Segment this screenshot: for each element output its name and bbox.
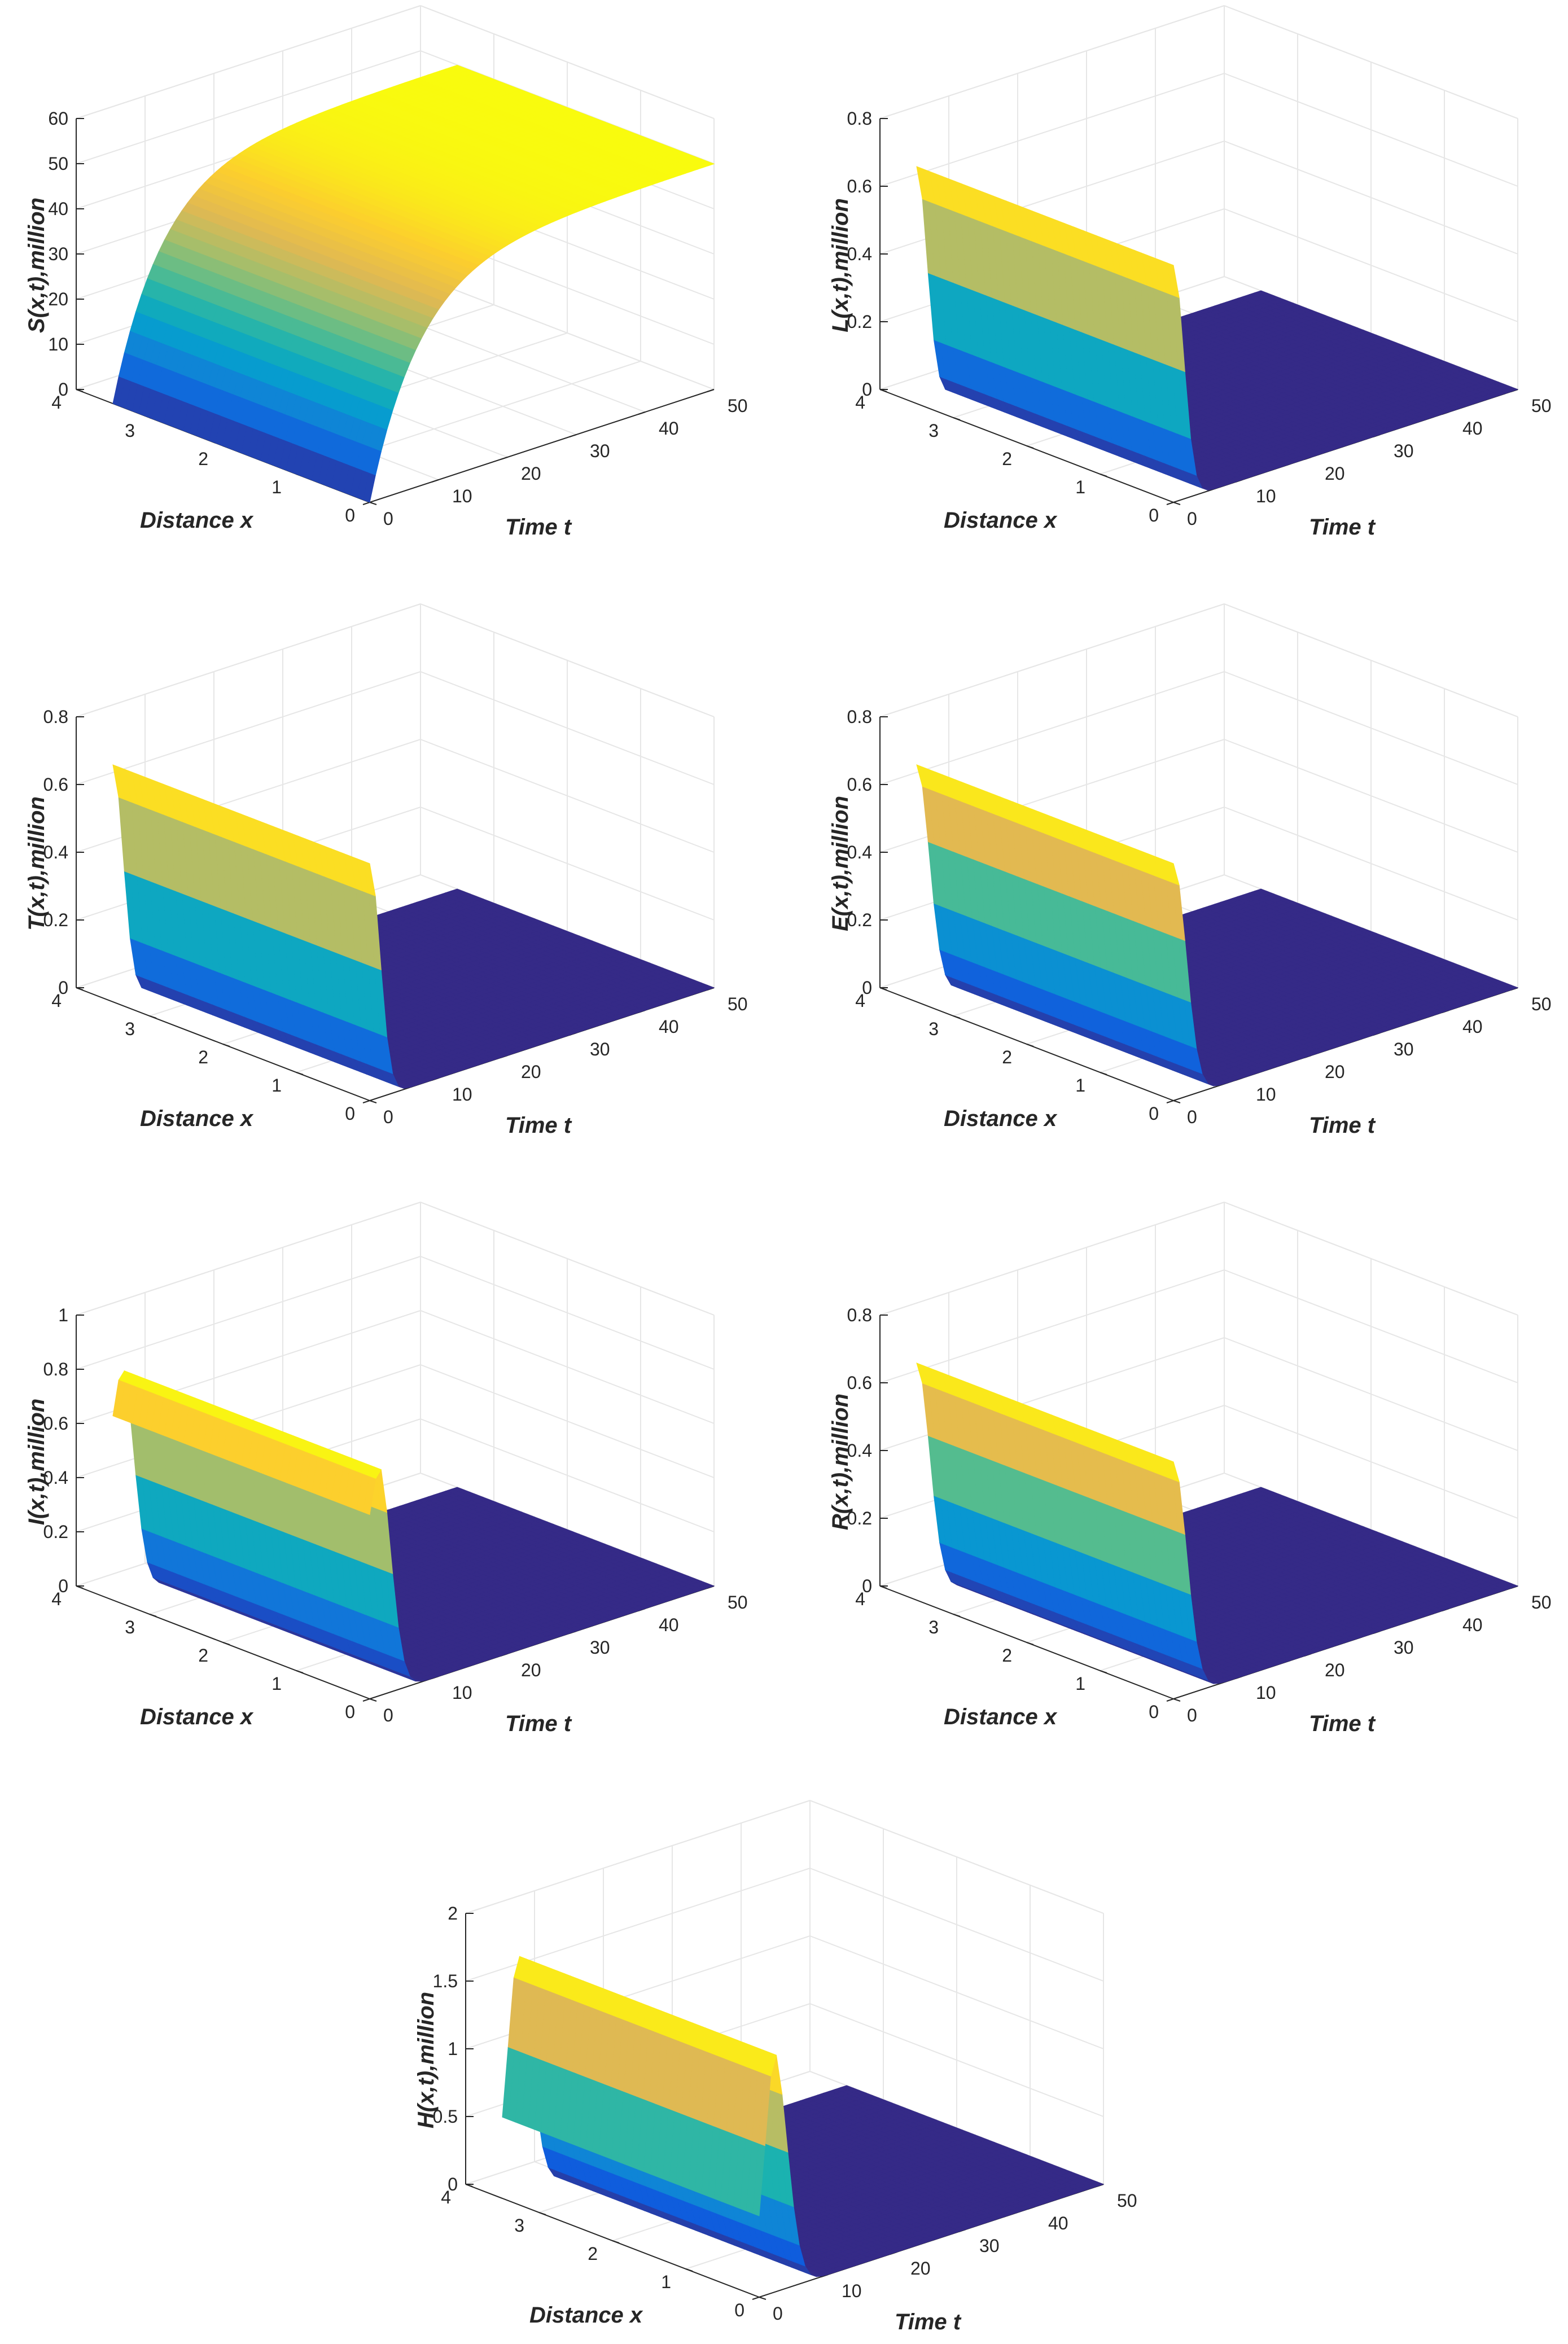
t-tick-mark [569, 434, 577, 437]
x-axis-label: Distance x [944, 508, 1058, 533]
t-tick-label: 0 [383, 509, 393, 529]
z-tick-label: 0 [58, 379, 68, 400]
x-tick-label: 2 [198, 449, 208, 469]
t-tick-mark [431, 479, 439, 483]
z-tick-label: 20 [48, 289, 68, 309]
t-tick-mark [362, 502, 370, 505]
box-edge [76, 5, 421, 119]
x-tick-mark [369, 502, 377, 505]
t-tick-label: 0 [1187, 509, 1197, 529]
x-tick-label: 4 [51, 392, 62, 413]
z-tick-label: 60 [48, 108, 68, 129]
t-tick-label: 30 [590, 441, 610, 461]
z-tick-label: 40 [48, 199, 68, 219]
z-tick-label: 50 [48, 154, 68, 174]
x-tick-label: 1 [271, 477, 282, 497]
x-tick-label: 0 [345, 505, 355, 525]
t-tick-label: 30 [1394, 441, 1414, 461]
t-tick-label: 40 [1462, 418, 1483, 439]
z-tick-label: 10 [48, 334, 68, 354]
x-tick-label: 4 [855, 392, 865, 413]
t-tick-label: 50 [1531, 396, 1552, 416]
x-tick-label: 3 [125, 420, 135, 441]
z-tick-label: 30 [48, 244, 68, 264]
t-axis-label: Time t [1309, 515, 1376, 540]
t-tick-label: 20 [521, 463, 541, 484]
z-axis-label: S(x,t),million [24, 198, 49, 333]
z-axis-label: L(x,t),million [828, 198, 853, 332]
t-tick-label: 40 [659, 418, 679, 439]
x-tick-mark [76, 389, 84, 392]
t-axis-line [369, 389, 715, 503]
t-tick-label: 10 [1256, 486, 1276, 506]
gridline-z-back [76, 50, 421, 164]
t-tick-label: 10 [452, 486, 472, 506]
x-tick-label: 1 [1075, 477, 1085, 497]
z-tick-label: 0.6 [847, 176, 872, 196]
t-tick-mark [638, 411, 646, 415]
t-tick-mark [707, 389, 715, 392]
z-tick-label: 0.8 [847, 108, 872, 129]
t-tick-label: 20 [1325, 463, 1345, 484]
box-edge [420, 5, 715, 119]
x-tick-label: 3 [928, 420, 939, 441]
x-tick-label: 2 [1002, 449, 1012, 469]
x-tick-label: 0 [1149, 505, 1159, 525]
t-axis-label: Time t [505, 515, 572, 540]
x-axis-label: Distance x [140, 508, 254, 533]
t-tick-label: 50 [728, 396, 748, 416]
t-tick-mark [500, 457, 508, 460]
